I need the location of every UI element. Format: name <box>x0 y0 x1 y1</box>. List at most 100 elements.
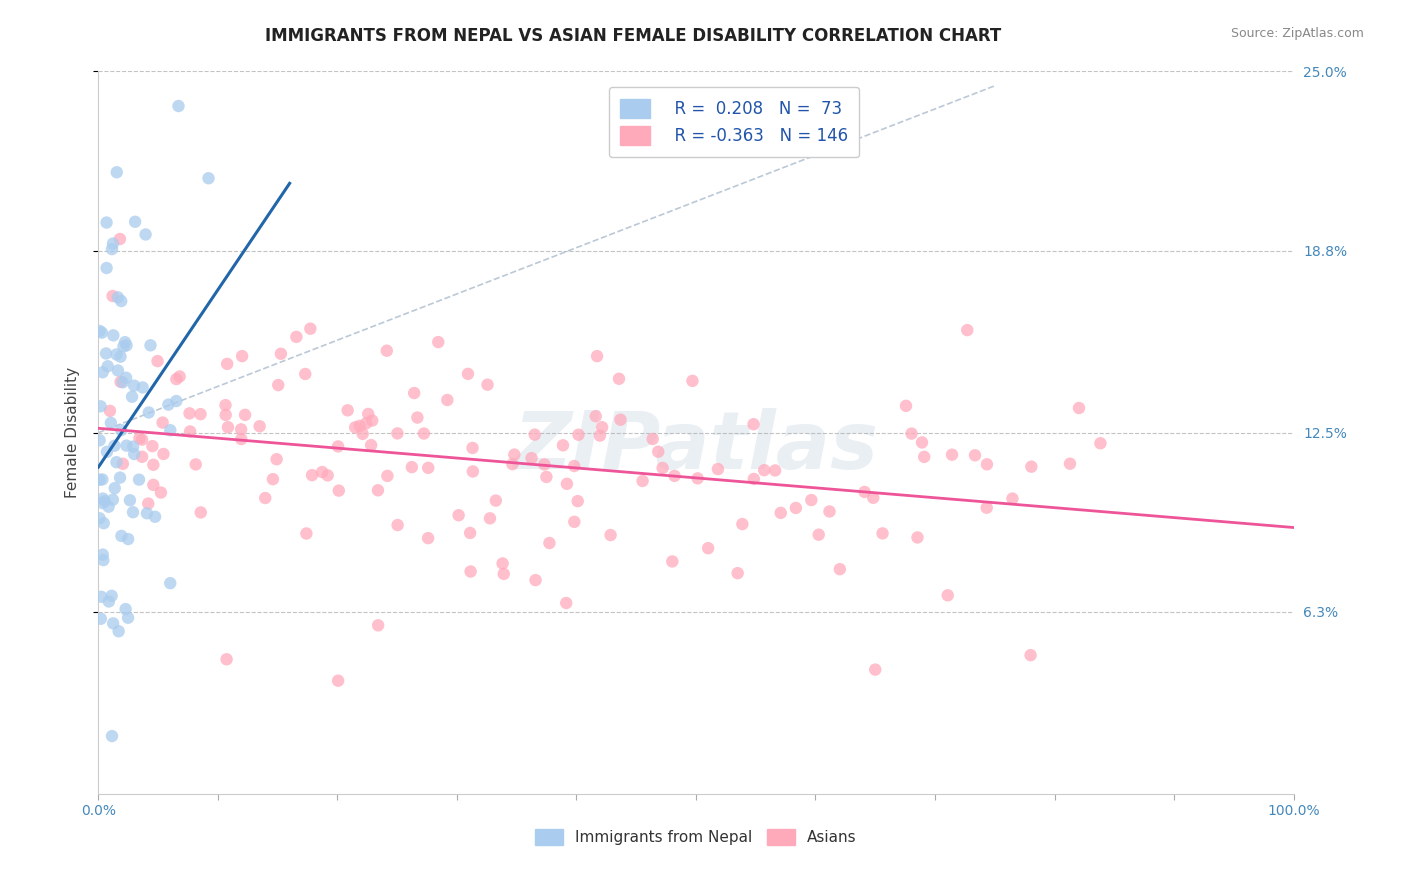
Point <box>197 171 219 186</box>
Point <box>114 602 136 616</box>
Point <box>159 576 181 591</box>
Point <box>136 497 159 511</box>
Point <box>97 594 120 608</box>
Point <box>352 426 374 441</box>
Point <box>94 346 117 360</box>
Point <box>184 458 207 472</box>
Point <box>401 460 423 475</box>
Point <box>233 408 256 422</box>
Point <box>707 462 730 476</box>
Point <box>215 652 238 666</box>
Point <box>936 588 959 602</box>
Point <box>270 347 292 361</box>
Point <box>97 359 120 374</box>
Point <box>91 491 114 506</box>
Point <box>551 438 574 452</box>
Point <box>731 517 754 532</box>
Point <box>90 590 112 604</box>
Point <box>229 422 252 436</box>
Point <box>131 433 153 447</box>
Point <box>461 465 484 479</box>
Point <box>367 618 389 632</box>
Point <box>326 673 349 688</box>
Point <box>169 369 191 384</box>
Point <box>110 375 132 389</box>
Point <box>110 294 132 309</box>
Text: IMMIGRANTS FROM NEPAL VS ASIAN FEMALE DISABILITY CORRELATION CHART: IMMIGRANTS FROM NEPAL VS ASIAN FEMALE DI… <box>264 27 1001 45</box>
Point <box>89 511 111 525</box>
Point <box>436 392 458 407</box>
Point <box>344 420 367 434</box>
Point <box>501 457 523 471</box>
Point <box>807 527 830 541</box>
Point <box>349 418 371 433</box>
Point <box>742 417 765 432</box>
Point <box>555 596 578 610</box>
Point <box>538 536 561 550</box>
Point <box>131 380 153 394</box>
Point <box>900 426 922 441</box>
Point <box>853 484 876 499</box>
Point <box>167 99 190 113</box>
Point <box>115 338 138 352</box>
Point <box>503 448 526 462</box>
Point <box>112 339 135 353</box>
Point <box>98 404 121 418</box>
Point <box>217 420 239 434</box>
Point <box>190 407 212 421</box>
Point <box>121 390 143 404</box>
Point <box>117 611 139 625</box>
Point <box>141 439 163 453</box>
Point <box>152 447 174 461</box>
Point <box>562 458 585 473</box>
Point <box>457 367 479 381</box>
Point <box>769 506 792 520</box>
Point <box>533 458 555 472</box>
Point <box>567 494 589 508</box>
Point <box>101 492 124 507</box>
Point <box>477 377 499 392</box>
Point <box>354 417 377 431</box>
Point <box>555 476 578 491</box>
Point <box>139 338 162 352</box>
Point <box>122 440 145 454</box>
Point <box>299 321 322 335</box>
Point <box>727 566 749 581</box>
Point <box>101 616 124 631</box>
Point <box>143 509 166 524</box>
Point <box>254 491 277 505</box>
Point <box>651 461 673 475</box>
Point <box>122 505 145 519</box>
Point <box>107 363 129 377</box>
Point <box>101 236 124 251</box>
Point <box>1001 491 1024 506</box>
Point <box>131 450 153 464</box>
Point <box>89 434 111 448</box>
Point <box>90 612 112 626</box>
Point <box>179 406 201 420</box>
Text: Source: ZipAtlas.com: Source: ZipAtlas.com <box>1230 27 1364 40</box>
Point <box>159 423 181 437</box>
Point <box>100 416 122 430</box>
Point <box>115 439 138 453</box>
Point <box>599 528 621 542</box>
Point <box>117 532 139 546</box>
Point <box>976 500 998 515</box>
Point <box>138 405 160 419</box>
Point <box>664 469 686 483</box>
Point <box>416 531 439 545</box>
Point <box>165 372 187 386</box>
Point <box>586 349 609 363</box>
Point <box>1021 459 1043 474</box>
Point <box>217 357 239 371</box>
Point <box>562 515 585 529</box>
Point <box>135 227 157 242</box>
Point <box>418 460 440 475</box>
Point <box>387 426 409 441</box>
Point <box>907 531 929 545</box>
Point <box>427 335 450 350</box>
Point <box>91 496 114 510</box>
Point <box>316 468 339 483</box>
Point <box>818 504 841 518</box>
Point <box>142 478 165 492</box>
